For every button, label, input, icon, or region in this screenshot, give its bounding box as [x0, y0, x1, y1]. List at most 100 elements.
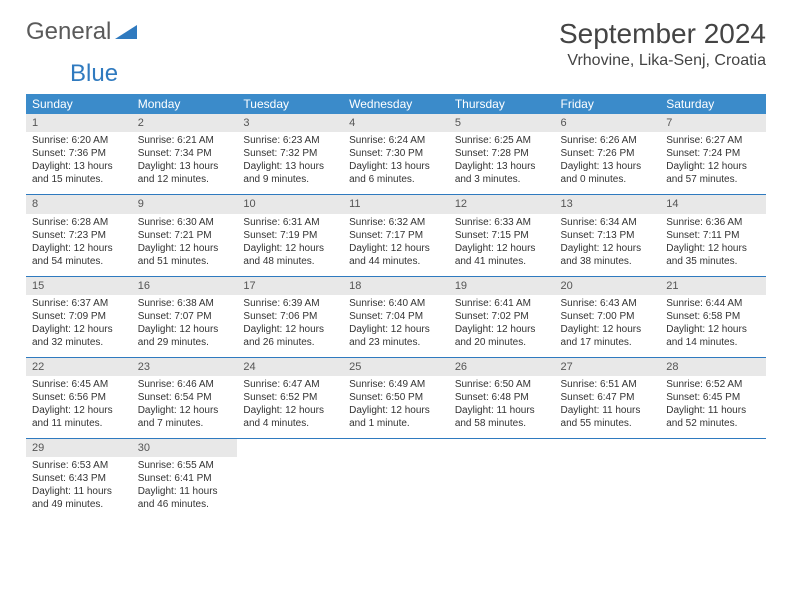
sunrise-text: Sunrise: 6:52 AM — [666, 378, 760, 391]
sunrise-text: Sunrise: 6:39 AM — [243, 297, 337, 310]
daylight-text: Daylight: 12 hours and 26 minutes. — [243, 323, 337, 349]
week-daynum-row: 891011121314 — [26, 195, 766, 214]
sunrise-text: Sunrise: 6:40 AM — [349, 297, 443, 310]
sunrise-text: Sunrise: 6:50 AM — [455, 378, 549, 391]
day-detail-cell: Sunrise: 6:21 AMSunset: 7:34 PMDaylight:… — [132, 132, 238, 195]
day-number-cell — [449, 439, 555, 458]
sunrise-text: Sunrise: 6:31 AM — [243, 216, 337, 229]
daylight-text: Daylight: 12 hours and 17 minutes. — [561, 323, 655, 349]
sunrise-text: Sunrise: 6:27 AM — [666, 134, 760, 147]
sunset-text: Sunset: 7:09 PM — [32, 310, 126, 323]
sunset-text: Sunset: 7:21 PM — [138, 229, 232, 242]
daylight-text: Daylight: 13 hours and 12 minutes. — [138, 160, 232, 186]
daylight-text: Daylight: 12 hours and 38 minutes. — [561, 242, 655, 268]
day-detail-cell — [237, 457, 343, 519]
day-detail-cell: Sunrise: 6:46 AMSunset: 6:54 PMDaylight:… — [132, 376, 238, 439]
sunset-text: Sunset: 6:45 PM — [666, 391, 760, 404]
sunset-text: Sunset: 7:26 PM — [561, 147, 655, 160]
day-number-cell: 28 — [660, 357, 766, 376]
day-detail-cell: Sunrise: 6:40 AMSunset: 7:04 PMDaylight:… — [343, 295, 449, 358]
sunset-text: Sunset: 6:47 PM — [561, 391, 655, 404]
day-number-cell: 20 — [555, 276, 661, 295]
daylight-text: Daylight: 13 hours and 0 minutes. — [561, 160, 655, 186]
logo-text-general: General — [26, 18, 111, 46]
sunset-text: Sunset: 6:48 PM — [455, 391, 549, 404]
sunrise-text: Sunrise: 6:21 AM — [138, 134, 232, 147]
weekday-header: Friday — [555, 94, 661, 114]
sunrise-text: Sunrise: 6:55 AM — [138, 459, 232, 472]
day-detail-cell: Sunrise: 6:32 AMSunset: 7:17 PMDaylight:… — [343, 214, 449, 277]
day-detail-cell: Sunrise: 6:25 AMSunset: 7:28 PMDaylight:… — [449, 132, 555, 195]
sunrise-text: Sunrise: 6:25 AM — [455, 134, 549, 147]
week-daynum-row: 1234567 — [26, 114, 766, 132]
weekday-header-row: Sunday Monday Tuesday Wednesday Thursday… — [26, 94, 766, 114]
sunset-text: Sunset: 7:17 PM — [349, 229, 443, 242]
daylight-text: Daylight: 12 hours and 7 minutes. — [138, 404, 232, 430]
day-number-cell — [555, 439, 661, 458]
week-detail-row: Sunrise: 6:53 AMSunset: 6:43 PMDaylight:… — [26, 457, 766, 519]
day-detail-cell: Sunrise: 6:50 AMSunset: 6:48 PMDaylight:… — [449, 376, 555, 439]
sunset-text: Sunset: 6:50 PM — [349, 391, 443, 404]
day-number-cell: 9 — [132, 195, 238, 214]
sunset-text: Sunset: 7:19 PM — [243, 229, 337, 242]
day-number-cell: 12 — [449, 195, 555, 214]
daylight-text: Daylight: 12 hours and 4 minutes. — [243, 404, 337, 430]
day-detail-cell: Sunrise: 6:31 AMSunset: 7:19 PMDaylight:… — [237, 214, 343, 277]
day-number-cell: 30 — [132, 439, 238, 458]
sunset-text: Sunset: 7:15 PM — [455, 229, 549, 242]
daylight-text: Daylight: 12 hours and 32 minutes. — [32, 323, 126, 349]
sunrise-text: Sunrise: 6:20 AM — [32, 134, 126, 147]
daylight-text: Daylight: 11 hours and 58 minutes. — [455, 404, 549, 430]
sunset-text: Sunset: 7:00 PM — [561, 310, 655, 323]
day-detail-cell: Sunrise: 6:28 AMSunset: 7:23 PMDaylight:… — [26, 214, 132, 277]
sunrise-text: Sunrise: 6:30 AM — [138, 216, 232, 229]
week-daynum-row: 2930 — [26, 439, 766, 458]
daylight-text: Daylight: 12 hours and 41 minutes. — [455, 242, 549, 268]
sunset-text: Sunset: 7:07 PM — [138, 310, 232, 323]
day-detail-cell: Sunrise: 6:30 AMSunset: 7:21 PMDaylight:… — [132, 214, 238, 277]
day-number-cell: 7 — [660, 114, 766, 132]
sunset-text: Sunset: 7:11 PM — [666, 229, 760, 242]
sunrise-text: Sunrise: 6:45 AM — [32, 378, 126, 391]
day-detail-cell: Sunrise: 6:20 AMSunset: 7:36 PMDaylight:… — [26, 132, 132, 195]
daylight-text: Daylight: 12 hours and 1 minute. — [349, 404, 443, 430]
day-number-cell: 23 — [132, 357, 238, 376]
day-detail-cell: Sunrise: 6:43 AMSunset: 7:00 PMDaylight:… — [555, 295, 661, 358]
day-number-cell: 24 — [237, 357, 343, 376]
sunrise-text: Sunrise: 6:49 AM — [349, 378, 443, 391]
sunrise-text: Sunrise: 6:41 AM — [455, 297, 549, 310]
month-title: September 2024 — [559, 18, 766, 50]
day-number-cell: 26 — [449, 357, 555, 376]
logo-triangle-icon — [115, 21, 137, 44]
daylight-text: Daylight: 11 hours and 55 minutes. — [561, 404, 655, 430]
day-number-cell: 14 — [660, 195, 766, 214]
day-number-cell: 17 — [237, 276, 343, 295]
day-number-cell: 1 — [26, 114, 132, 132]
sunset-text: Sunset: 7:36 PM — [32, 147, 126, 160]
day-number-cell: 10 — [237, 195, 343, 214]
sunrise-text: Sunrise: 6:47 AM — [243, 378, 337, 391]
sunrise-text: Sunrise: 6:23 AM — [243, 134, 337, 147]
day-detail-cell — [343, 457, 449, 519]
day-detail-cell: Sunrise: 6:36 AMSunset: 7:11 PMDaylight:… — [660, 214, 766, 277]
sunset-text: Sunset: 7:24 PM — [666, 147, 760, 160]
day-number-cell: 18 — [343, 276, 449, 295]
sunset-text: Sunset: 7:30 PM — [349, 147, 443, 160]
day-number-cell: 13 — [555, 195, 661, 214]
daylight-text: Daylight: 11 hours and 52 minutes. — [666, 404, 760, 430]
day-detail-cell: Sunrise: 6:51 AMSunset: 6:47 PMDaylight:… — [555, 376, 661, 439]
daylight-text: Daylight: 12 hours and 51 minutes. — [138, 242, 232, 268]
sunset-text: Sunset: 7:13 PM — [561, 229, 655, 242]
calendar-table: Sunday Monday Tuesday Wednesday Thursday… — [26, 94, 766, 519]
sunrise-text: Sunrise: 6:38 AM — [138, 297, 232, 310]
day-number-cell: 19 — [449, 276, 555, 295]
sunset-text: Sunset: 6:43 PM — [32, 472, 126, 485]
weekday-header: Sunday — [26, 94, 132, 114]
sunset-text: Sunset: 7:04 PM — [349, 310, 443, 323]
week-detail-row: Sunrise: 6:20 AMSunset: 7:36 PM Daylight:… — [26, 132, 766, 195]
day-detail-cell: Sunrise: 6:23 AMSunset: 7:32 PMDaylight:… — [237, 132, 343, 195]
daylight-text: Daylight: 13 hours and 3 minutes. — [455, 160, 549, 186]
day-number-cell: 5 — [449, 114, 555, 132]
weekday-header: Thursday — [449, 94, 555, 114]
daylight-text: Daylight: 12 hours and 29 minutes. — [138, 323, 232, 349]
